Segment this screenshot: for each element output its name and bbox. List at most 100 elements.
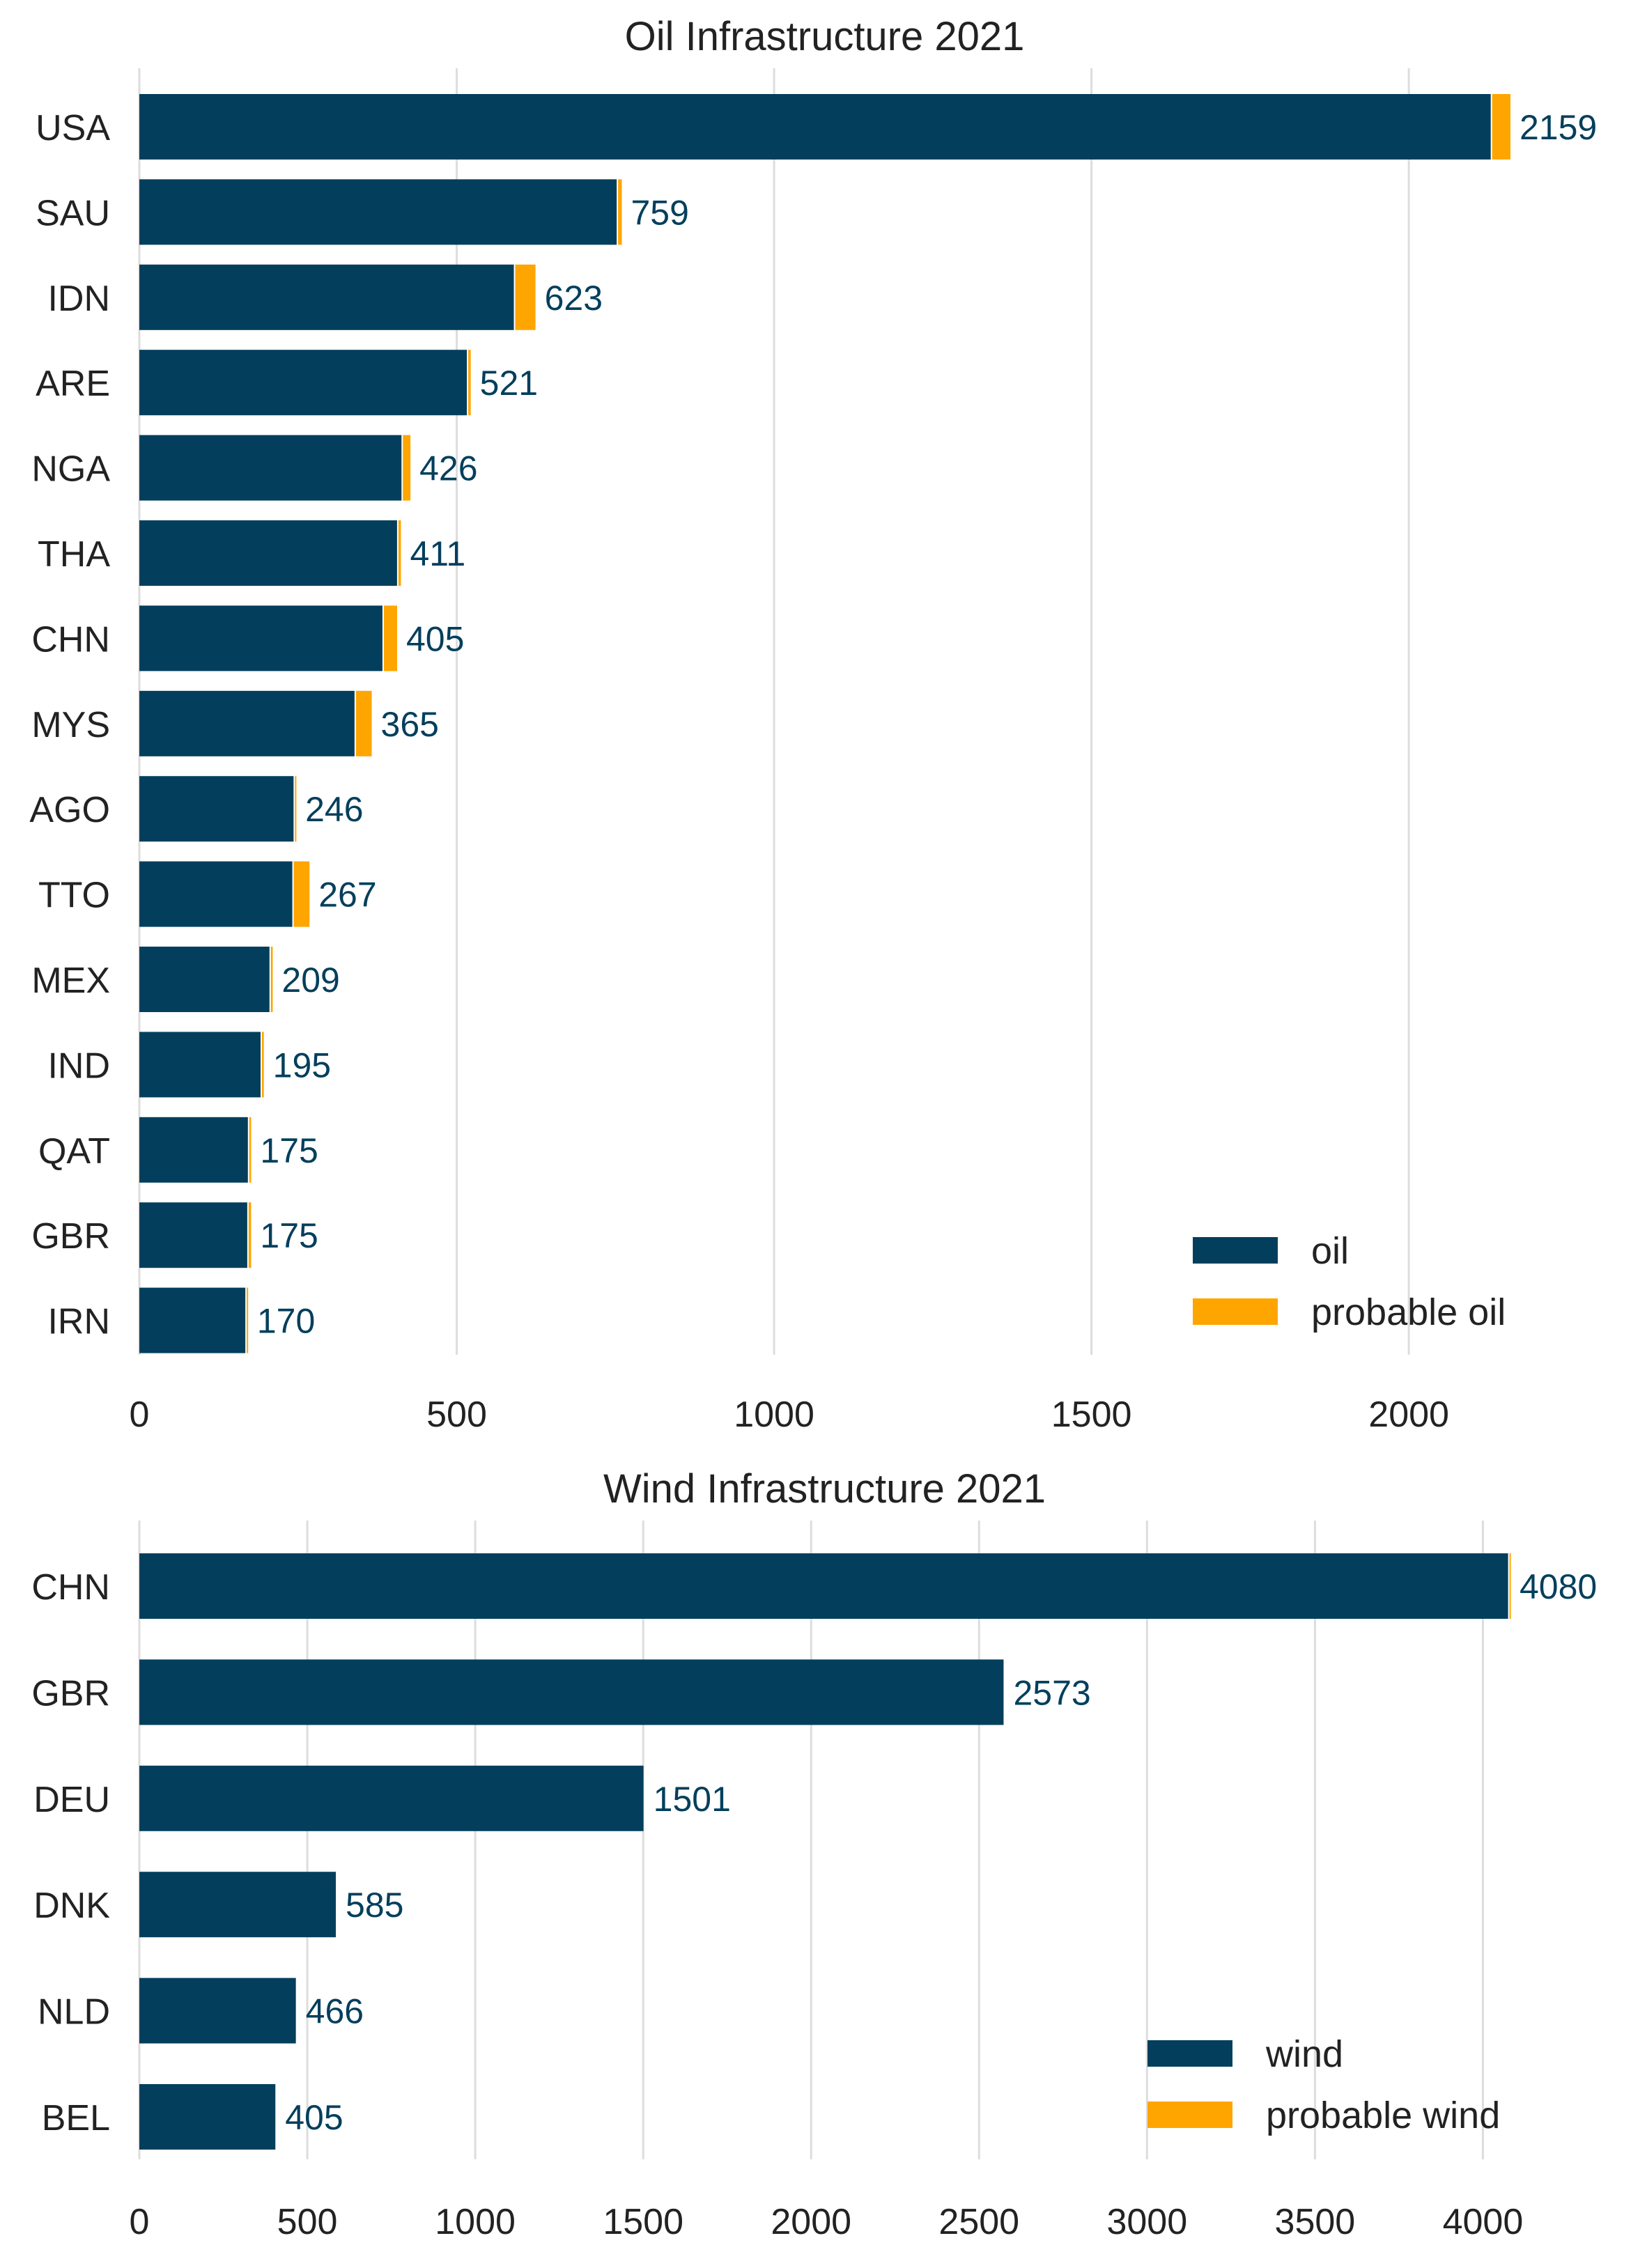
y-tick-label: IDN bbox=[47, 279, 110, 319]
data-label: 411 bbox=[410, 534, 465, 573]
data-label: 466 bbox=[306, 1992, 364, 2031]
data-label: 2159 bbox=[1520, 108, 1597, 147]
y-tick-label: THA bbox=[38, 534, 110, 575]
data-label: 759 bbox=[631, 193, 689, 232]
bar-oil bbox=[139, 179, 617, 245]
data-label: 2573 bbox=[1013, 1673, 1090, 1712]
data-label: 1501 bbox=[654, 1780, 731, 1819]
x-tick-label: 0 bbox=[130, 2202, 150, 2242]
y-tick-label: BEL bbox=[42, 2098, 110, 2138]
x-tick-label: 1000 bbox=[435, 2202, 516, 2242]
x-tick-label: 2000 bbox=[771, 2202, 851, 2242]
data-label: 267 bbox=[318, 876, 376, 915]
bar-wind bbox=[139, 1765, 644, 1831]
legend-swatch bbox=[1193, 1298, 1278, 1325]
bar-probable-oil bbox=[293, 861, 310, 927]
bar-oil bbox=[139, 1202, 247, 1268]
x-tick-label: 500 bbox=[426, 1395, 487, 1435]
x-tick-label: 1500 bbox=[1051, 1395, 1132, 1435]
data-label: 585 bbox=[346, 1886, 403, 1925]
bar-probable-oil bbox=[618, 179, 622, 245]
x-tick-label: 0 bbox=[130, 1395, 150, 1435]
x-tick-label: 1000 bbox=[734, 1395, 814, 1435]
y-tick-label: MYS bbox=[31, 705, 110, 745]
y-tick-label: GBR bbox=[31, 1216, 110, 1257]
bar-probable-oil bbox=[248, 1202, 252, 1268]
data-label: 623 bbox=[545, 279, 603, 318]
data-label: 521 bbox=[480, 364, 538, 403]
x-tick-label: 500 bbox=[277, 2202, 338, 2242]
x-tick-label: 3000 bbox=[1106, 2202, 1187, 2242]
legend: wind probable wind bbox=[1147, 2033, 1500, 2136]
bar-wind bbox=[139, 1872, 337, 1938]
bar-oil bbox=[139, 94, 1491, 160]
bar-oil bbox=[139, 947, 270, 1012]
bar-probable-oil bbox=[398, 520, 401, 586]
legend-swatch bbox=[1193, 1237, 1278, 1264]
legend-label: probable wind bbox=[1266, 2095, 1500, 2136]
y-tick-label: IRN bbox=[47, 1302, 110, 1342]
data-label: 365 bbox=[381, 705, 439, 744]
data-label: 405 bbox=[285, 2098, 343, 2137]
bar-wind bbox=[139, 1553, 1508, 1619]
y-tick-label: TTO bbox=[38, 876, 110, 916]
y-tick-label: SAU bbox=[36, 193, 110, 233]
legend-swatch bbox=[1147, 2102, 1232, 2128]
x-tick-label: 4000 bbox=[1443, 2202, 1524, 2242]
data-label: 209 bbox=[281, 961, 339, 1000]
bar-probable-oil bbox=[515, 264, 536, 330]
bar-probable-oil bbox=[355, 690, 372, 756]
legend-label: wind bbox=[1265, 2033, 1343, 2075]
bar-probable-oil bbox=[249, 1117, 252, 1183]
bar-oil bbox=[139, 1117, 248, 1183]
chart-2: Wind Infrastructure 2021 0 500 1000 1500 2000… bbox=[31, 1466, 1597, 2242]
data-label: 175 bbox=[260, 1216, 318, 1255]
bar-oil bbox=[139, 690, 355, 756]
bar-wind bbox=[139, 1659, 1004, 1725]
y-tick-label: IND bbox=[47, 1046, 110, 1086]
y-tick-label: DNK bbox=[33, 1886, 110, 1926]
bar-probable-oil bbox=[270, 947, 273, 1012]
bar-probable-oil bbox=[295, 776, 297, 842]
chart-title: Wind Infrastructure 2021 bbox=[603, 1466, 1046, 1512]
data-label: 426 bbox=[419, 449, 477, 488]
data-label: 246 bbox=[305, 790, 363, 829]
y-tick-label: DEU bbox=[33, 1780, 110, 1820]
bar-wind bbox=[139, 1978, 296, 2044]
y-tick-label: USA bbox=[36, 108, 110, 148]
y-tick-label: GBR bbox=[31, 1673, 110, 1714]
x-tick-label: 3500 bbox=[1275, 2202, 1356, 2242]
data-label: 195 bbox=[273, 1046, 331, 1085]
data-label: 170 bbox=[257, 1302, 315, 1341]
bar-probable-oil bbox=[468, 350, 471, 416]
y-tick-label: ARE bbox=[36, 364, 110, 404]
x-tick-label: 2500 bbox=[938, 2202, 1019, 2242]
bar-oil bbox=[139, 350, 467, 416]
data-label: 4080 bbox=[1520, 1567, 1597, 1606]
bar-wind bbox=[139, 2084, 276, 2150]
x-tick-label: 1500 bbox=[603, 2202, 683, 2242]
legend-label: probable oil bbox=[1311, 1291, 1506, 1333]
y-tick-label: NLD bbox=[38, 1992, 110, 2033]
y-tick-label: CHN bbox=[31, 1567, 110, 1608]
y-tick-label: NGA bbox=[31, 449, 110, 490]
bar-oil bbox=[139, 435, 402, 501]
bar-probable-oil bbox=[1492, 94, 1510, 160]
y-tick-label: AGO bbox=[29, 790, 110, 830]
legend-label: oil bbox=[1311, 1230, 1349, 1272]
bar-probable-oil bbox=[383, 605, 397, 671]
bar-probable-oil bbox=[262, 1032, 264, 1098]
bar-oil bbox=[139, 264, 514, 330]
bar-oil bbox=[139, 1287, 246, 1353]
x-tick-label: 2000 bbox=[1368, 1395, 1449, 1435]
legend-swatch bbox=[1147, 2040, 1232, 2067]
y-tick-label: QAT bbox=[38, 1131, 110, 1172]
chart-1: Oil Infrastructure 2021 0 500 1000 1500 2000 U… bbox=[29, 14, 1597, 1435]
data-label: 175 bbox=[260, 1131, 318, 1170]
y-tick-label: CHN bbox=[31, 619, 110, 660]
bar-probable-oil bbox=[403, 435, 411, 501]
bar-oil bbox=[139, 776, 294, 842]
legend: oil probable oil bbox=[1193, 1230, 1506, 1333]
